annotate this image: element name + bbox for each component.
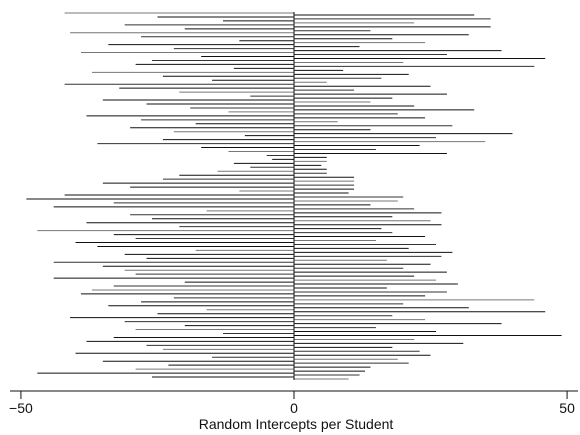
x-axis-ticks: −50 0 50 [9,391,575,416]
x-tick-label--50: −50 [9,400,33,416]
bars-layer [26,12,562,380]
x-tick-label-0: 0 [290,400,298,416]
x-axis-title: Random Intercepts per Student [199,416,394,432]
x-tick-label-50: 50 [559,400,575,416]
